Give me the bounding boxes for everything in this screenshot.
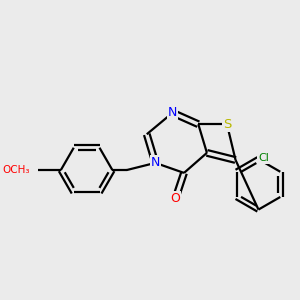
Text: OCH₃: OCH₃ bbox=[2, 165, 30, 175]
Text: Cl: Cl bbox=[258, 153, 269, 163]
Text: O: O bbox=[170, 192, 180, 205]
Text: N: N bbox=[168, 106, 177, 119]
Text: S: S bbox=[223, 118, 231, 131]
Text: N: N bbox=[151, 156, 160, 170]
